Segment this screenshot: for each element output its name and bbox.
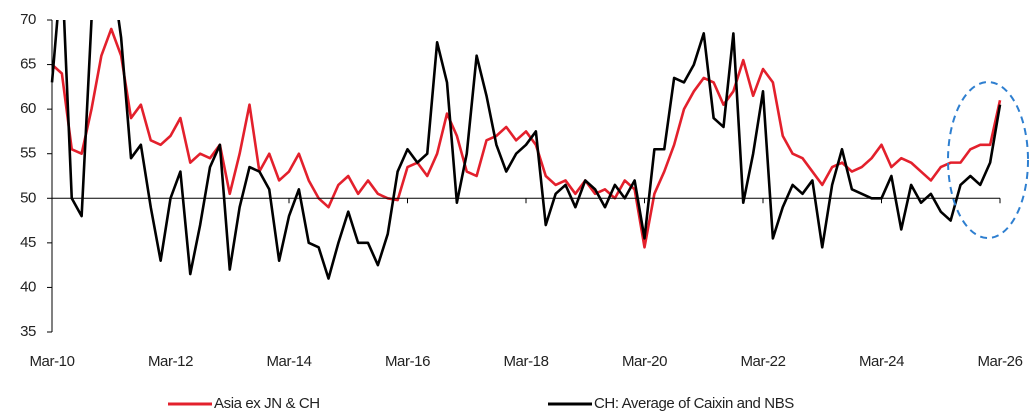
x-tick-label: Mar-12	[148, 353, 193, 370]
y-tick-label: 45	[20, 234, 36, 251]
y-tick-label: 35	[20, 323, 36, 340]
y-tick-label: 55	[20, 145, 36, 162]
x-tick-label: Mar-24	[859, 353, 904, 370]
highlight-ellipse	[947, 81, 1029, 239]
series-line	[50, 20, 1002, 280]
x-tick-label: Mar-10	[29, 353, 74, 370]
y-tick-label: 60	[20, 100, 36, 117]
series-line	[51, 27, 1002, 249]
x-tick-label: Mar-20	[622, 353, 667, 370]
x-tick-label: Mar-22	[740, 353, 785, 370]
y-tick-label: 65	[20, 56, 36, 73]
x-tick-label: Mar-18	[503, 353, 548, 370]
x-tick-label: Mar-14	[266, 353, 311, 370]
x-tick-label: Mar-16	[385, 353, 430, 370]
plot-area	[50, 20, 1002, 280]
y-tick-label: 70	[20, 11, 36, 28]
y-tick-label: 40	[20, 278, 36, 295]
legend-label: Asia ex JN & CH	[214, 395, 320, 412]
x-tick-label: Mar-26	[977, 353, 1022, 370]
y-tick-label: 50	[20, 189, 36, 206]
legend-label: CH: Average of Caixin and NBS	[594, 395, 794, 412]
